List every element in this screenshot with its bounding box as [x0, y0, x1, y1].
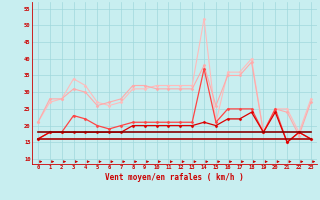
X-axis label: Vent moyen/en rafales ( km/h ): Vent moyen/en rafales ( km/h ) [105, 173, 244, 182]
